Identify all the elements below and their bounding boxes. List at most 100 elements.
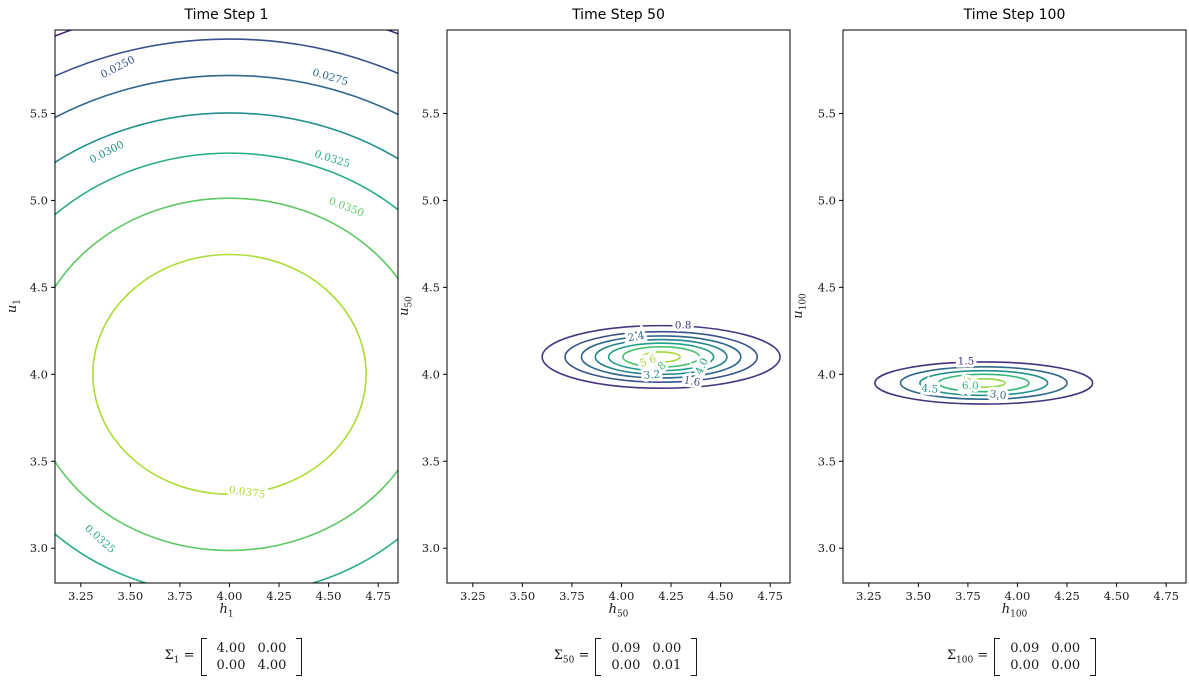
contour-line-level-3.2 <box>594 338 728 376</box>
x-tick-label: 4.00 <box>217 589 243 603</box>
y-tick-label: 5.5 <box>422 106 440 120</box>
contour-lines <box>874 361 1094 405</box>
matrix-bracket-left <box>595 638 602 676</box>
contour-label: 6.0 <box>962 380 979 392</box>
y-tick-label: 3.0 <box>818 541 836 555</box>
matrix-bracket-right <box>691 638 698 676</box>
contour-line-level-0.035 <box>55 197 398 552</box>
subplot1-ylabel: u1 <box>5 298 23 314</box>
axes-frame <box>54 29 399 584</box>
y-tick-label: 5.0 <box>30 193 48 207</box>
contour-lines <box>541 324 781 390</box>
y-tick-label: 5.5 <box>818 106 836 120</box>
x-tick-label: 3.75 <box>559 589 585 603</box>
matrix-values: 4.00 0.00 0.00 4.00 <box>216 641 287 673</box>
x-tick-label: 4.25 <box>658 589 684 603</box>
y-tick-label: 4.0 <box>30 367 48 381</box>
contour-line-level-0.0375 <box>92 253 367 495</box>
x-tick-label: 3.25 <box>856 589 882 603</box>
x-tick-label: 3.75 <box>955 589 981 603</box>
x-tick-label: 4.50 <box>708 589 734 603</box>
contour-line-level-4.5 <box>919 369 1049 397</box>
contour-line-level-0.025 <box>55 38 398 77</box>
x-tick-label: 3.75 <box>167 589 193 603</box>
contour-line-level-0.0325 <box>55 152 398 583</box>
subplot1-title: Time Step 1 <box>184 7 269 23</box>
contour-line-level-7.5 <box>961 378 1006 388</box>
contour-label: 2.4 <box>627 330 646 345</box>
contour-label: 0.0300 <box>88 139 126 166</box>
axes-frame <box>842 29 1187 584</box>
contour-line-level-1.5 <box>874 361 1094 405</box>
contour-line-level-4 <box>607 342 715 372</box>
contour-label: 1.5 <box>958 355 975 367</box>
x-tick-label: 3.25 <box>68 589 94 603</box>
subplot3-xlabel: h100 <box>1001 602 1028 620</box>
contour-label: 1.6 <box>683 374 702 389</box>
contour-lines <box>55 30 398 583</box>
contour-line-level-2.4 <box>580 335 742 379</box>
contour-line-level-0.8 <box>541 324 781 390</box>
sigma-symbol: Σ1 = <box>164 648 195 666</box>
matrix-values: 0.09 0.00 0.00 0.00 <box>1010 641 1081 673</box>
x-tick-label: 4.50 <box>316 589 342 603</box>
x-tick-label: 4.00 <box>1005 589 1031 603</box>
x-tick-label: 4.75 <box>1153 589 1179 603</box>
contour-line-level-4.8 <box>622 346 701 368</box>
x-tick-label: 4.25 <box>266 589 292 603</box>
x-tick-label: 4.25 <box>1054 589 1080 603</box>
contour-label: 4.5 <box>921 382 939 395</box>
subplot2-title: Time Step 50 <box>572 7 665 23</box>
subplot1-sigma-matrix: Σ1 = 4.00 0.00 0.00 4.00 <box>62 638 405 676</box>
subplot-2: 0.82.45.64.8 4.03.2 1.63.25 3.50 3.75 4.00 4.2… <box>422 29 791 603</box>
subplot3-ylabel: u100 <box>791 293 809 319</box>
y-tick-label: 5.0 <box>818 193 836 207</box>
y-tick-label: 3.0 <box>422 541 440 555</box>
y-tick-label: 3.5 <box>30 454 48 468</box>
sigma-symbol: Σ100 = <box>946 648 989 666</box>
subplot2-sigma-matrix: Σ50 = 0.09 0.00 0.00 0.01 <box>454 638 797 676</box>
subplot2-xlabel: h50 <box>608 602 629 620</box>
x-tick-label: 3.50 <box>118 589 144 603</box>
subplot3-sigma-matrix: Σ100 = 0.09 0.00 0.00 0.00 <box>850 638 1189 676</box>
contour-label: 0.8 <box>675 320 692 332</box>
x-tick-label: 3.50 <box>510 589 536 603</box>
contour-line-level-0.0275 <box>55 74 398 119</box>
contour-line-level-1.6 <box>564 330 759 383</box>
y-tick-label: 5.0 <box>422 193 440 207</box>
matrix-bracket-left <box>200 638 207 676</box>
subplot3-title: Time Step 100 <box>963 7 1066 23</box>
contour-line-level-3 <box>899 366 1068 400</box>
x-tick-label: 3.50 <box>906 589 932 603</box>
y-tick-label: 4.5 <box>30 280 48 294</box>
contour-label: 3.0 <box>989 388 1007 402</box>
matrix-bracket-left <box>994 638 1001 676</box>
y-tick-label: 3.5 <box>422 454 440 468</box>
contour-line-level-5.6 <box>641 351 681 363</box>
y-tick-label: 3.0 <box>30 541 48 555</box>
matrix-bracket-right <box>296 638 303 676</box>
x-tick-label: 4.00 <box>609 589 635 603</box>
x-tick-label: 4.50 <box>1104 589 1130 603</box>
contour-label: 0.0375 <box>228 484 266 501</box>
y-tick-label: 4.5 <box>818 280 836 294</box>
contour-label: 3.2 <box>643 368 661 381</box>
subplot1-xlabel: h1 <box>219 602 234 620</box>
x-tick-label: 4.75 <box>757 589 783 603</box>
x-tick-label: 3.25 <box>460 589 486 603</box>
y-tick-label: 3.5 <box>818 454 836 468</box>
subplot2-ylabel: u50 <box>397 296 415 316</box>
matrix-bracket-right <box>1090 638 1097 676</box>
y-tick-label: 4.5 <box>422 280 440 294</box>
contour-line-level-6 <box>937 373 1030 393</box>
matrix-values: 0.09 0.00 0.00 0.01 <box>611 641 682 673</box>
contour-label: 0.0350 <box>327 195 366 219</box>
y-tick-label: 4.0 <box>818 367 836 381</box>
x-tick-label: 4.75 <box>365 589 391 603</box>
contour-line-level-0.03 <box>55 112 398 164</box>
contour-label: 0.0325 <box>82 522 117 556</box>
y-tick-label: 4.0 <box>422 367 440 381</box>
